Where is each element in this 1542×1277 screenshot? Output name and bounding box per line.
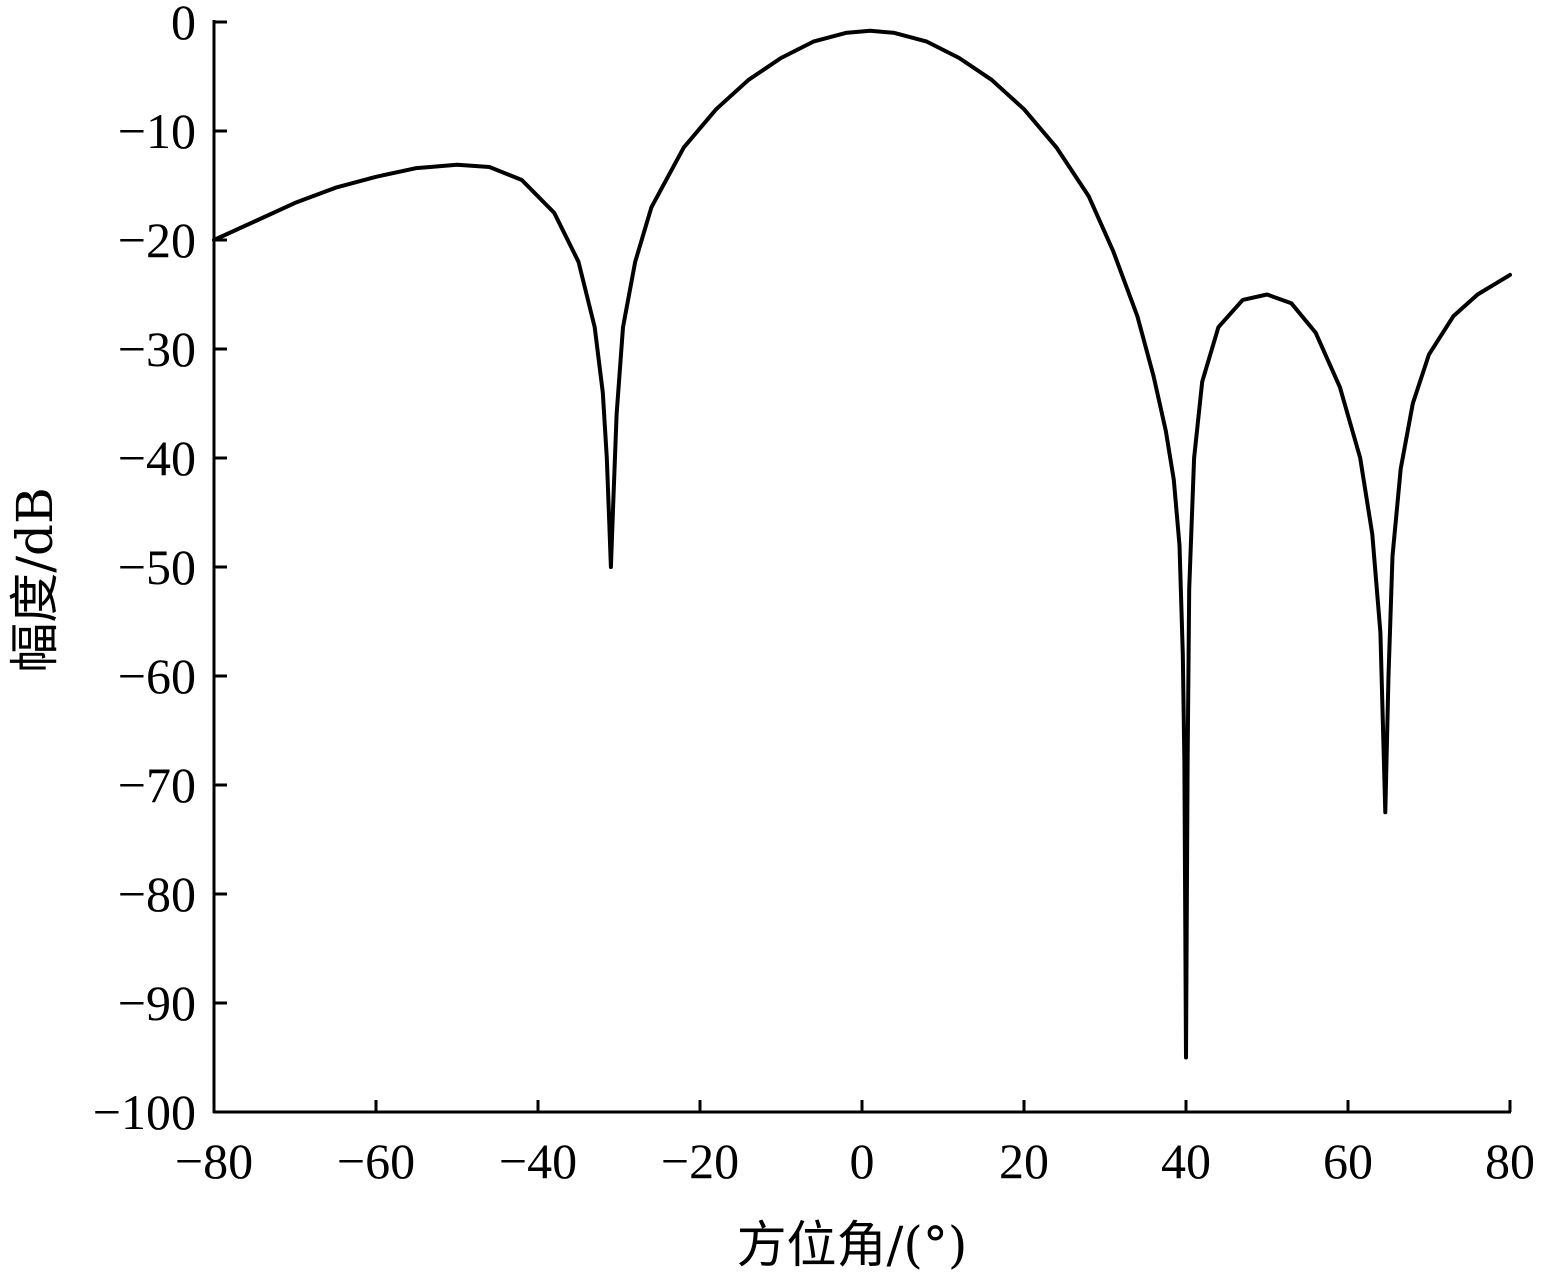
- y-tick-label: −70: [118, 757, 196, 813]
- x-tick-label: −80: [175, 1133, 253, 1189]
- y-tick-label: 0: [171, 0, 196, 50]
- series: [212, 28, 1512, 1060]
- x-tick-label: 20: [999, 1133, 1049, 1189]
- x-tick-label: 0: [850, 1133, 875, 1189]
- y-tick-label: −90: [118, 975, 196, 1031]
- y-tick-label: −80: [118, 866, 196, 922]
- series-line: [212, 28, 1512, 1060]
- x-tick-label: −40: [499, 1133, 577, 1189]
- x-tick-label: −60: [337, 1133, 415, 1189]
- y-tick-label: −60: [118, 648, 196, 704]
- x-tick-label: −20: [661, 1133, 739, 1189]
- y-tick-label: −100: [93, 1084, 196, 1140]
- y-tick-label: −50: [118, 539, 196, 595]
- axes: [212, 20, 1511, 1114]
- tick-labels: −80 −60 −40 −20 0 20 40 60 80 0 −10 −20 −30 −40 −50 −60…: [93, 0, 1535, 1189]
- y-tick-label: −10: [118, 103, 196, 159]
- y-tick-label: −20: [118, 212, 196, 268]
- x-tick-label: 60: [1323, 1133, 1373, 1189]
- x-tick-label: 40: [1161, 1133, 1211, 1189]
- ticks: [212, 20, 1512, 1114]
- y-tick-label: −40: [118, 430, 196, 486]
- y-axis-label: 幅度/dB: [6, 487, 64, 673]
- x-tick-label: 80: [1485, 1133, 1535, 1189]
- x-axis-label: 方位角/(°): [737, 1216, 968, 1274]
- y-tick-label: −30: [118, 321, 196, 377]
